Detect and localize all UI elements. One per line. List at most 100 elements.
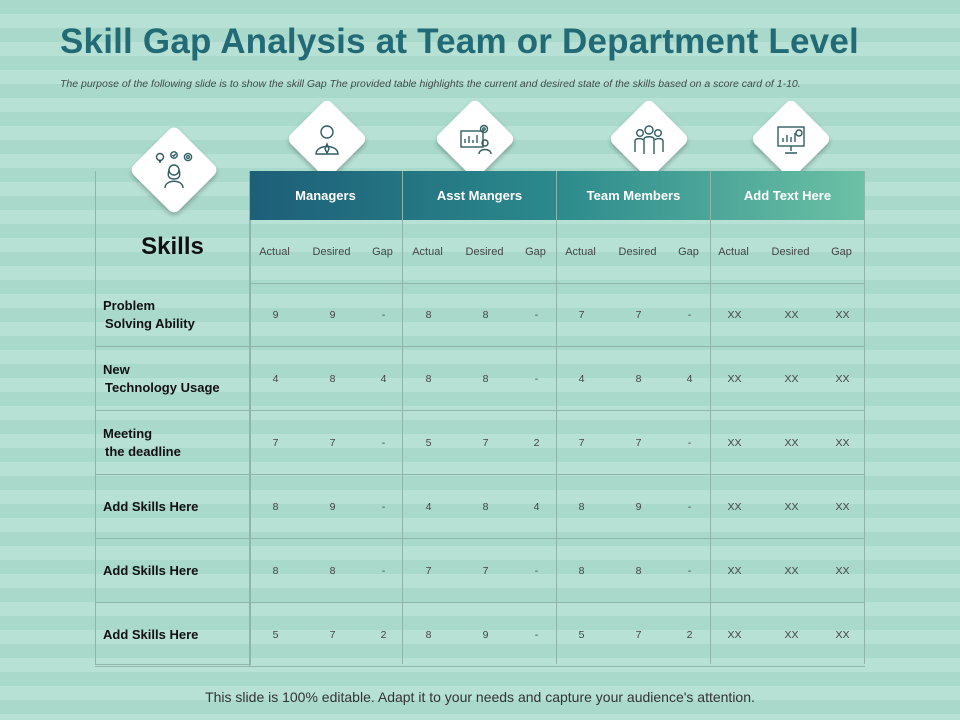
subheader-actual: Actual [565, 245, 596, 258]
skill-name: New Technology Usage [95, 347, 250, 410]
skill-name-line2: Technology Usage [105, 379, 220, 395]
subheader-gap: Gap [372, 245, 393, 258]
table-cell: 8 [635, 372, 642, 385]
table-cell: XX [784, 564, 799, 577]
group-divider [710, 171, 711, 664]
table-cell: 8 [272, 500, 279, 513]
table-cell: XX [835, 628, 850, 641]
subheader-desired: Desired [618, 245, 657, 258]
table-cell: 7 [482, 436, 489, 449]
table-row: Add Skills Here 8 9 - 4 8 4 8 9 - XX XX XX [95, 475, 865, 539]
table-cell: 4 [533, 500, 540, 513]
table-cell: - [687, 436, 692, 449]
skill-name-line1: Add Skills Here [103, 498, 199, 514]
table-cell: 5 [425, 436, 432, 449]
person-ideas-icon [155, 151, 193, 189]
subheader-actual: Actual [259, 245, 290, 258]
table-cell: 5 [578, 628, 585, 641]
skill-name: Meeting the deadline [95, 411, 250, 474]
subheader-gap: Gap [525, 245, 546, 258]
table-cell: 8 [482, 500, 489, 513]
table-cell: XX [784, 628, 799, 641]
table-cell: - [687, 500, 692, 513]
table-cell: 8 [482, 308, 489, 321]
table-cell: XX [835, 564, 850, 577]
skill-name-line1: Add Skills Here [103, 626, 199, 642]
table-cell: XX [727, 308, 742, 321]
group-divider [402, 171, 403, 664]
skill-name-line1: New [103, 361, 130, 377]
table-row: Add Skills Here 5 7 2 8 9 - 5 7 2 XX XX XX [95, 603, 865, 667]
add-text-icon-badge [749, 97, 833, 181]
table-cell: 7 [635, 308, 642, 321]
table-cell: 8 [482, 372, 489, 385]
skill-name-line1: Problem [103, 297, 156, 313]
table-cell: - [534, 372, 539, 385]
table-cell: 8 [635, 564, 642, 577]
table-cell: 9 [272, 308, 279, 321]
analytics-board-icon [777, 126, 805, 154]
table-cell: 7 [635, 628, 642, 641]
table-cell: 4 [686, 372, 693, 385]
table-row: Meeting the deadline 7 7 - 5 7 2 7 7 - XX XX XX [95, 411, 865, 475]
table-row: Problem Solving Ability 9 9 - 8 8 - 7 7 - XX XX XX [95, 283, 865, 347]
table-cell: XX [784, 500, 799, 513]
asst-managers-icon-badge [433, 97, 517, 181]
subheader-desired: Desired [465, 245, 504, 258]
presentation-icon [460, 124, 492, 155]
table-row: New Technology Usage 4 8 4 8 8 - 4 8 4 XX XX XX [95, 347, 865, 411]
skill-name-line2: Solving Ability [105, 315, 195, 331]
table-cell: - [687, 564, 692, 577]
group-header-asst-managers: Asst Mangers [403, 171, 557, 220]
table-cell: 2 [533, 436, 540, 449]
manager-icon [315, 125, 339, 155]
group-header-add-text: Add Text Here [743, 188, 832, 203]
table-cell: - [534, 564, 539, 577]
group-header-team-members: Team Members [557, 171, 711, 220]
table-cell: 9 [329, 500, 336, 513]
skill-name-line1: Meeting [103, 425, 153, 441]
table-cell: 8 [578, 564, 585, 577]
table-cell: - [534, 308, 539, 321]
skills-column [95, 171, 251, 665]
table-cell: 2 [686, 628, 693, 641]
table-cell: 7 [635, 436, 642, 449]
skill-name-line1: Add Skills Here [103, 562, 199, 578]
subheader-desired: Desired [312, 245, 351, 258]
skill-name: Add Skills Here [95, 603, 250, 666]
group-divider [556, 171, 557, 664]
table-cell: 8 [578, 500, 585, 513]
table-cell: 4 [380, 372, 387, 385]
footer-note: This slide is 100% editable. Adapt it to… [205, 689, 755, 705]
subheader-gap: Gap [831, 245, 852, 258]
table-cell: 2 [380, 628, 387, 641]
skill-name: Problem Solving Ability [95, 283, 250, 346]
table-cell: 7 [425, 564, 432, 577]
subheader-desired: Desired [771, 245, 810, 258]
table-cell: - [381, 436, 386, 449]
group-header-managers: Managers [249, 171, 403, 220]
table-cell: XX [727, 500, 742, 513]
table-cell: - [534, 628, 539, 641]
managers-icon-badge [285, 97, 369, 181]
skill-name: Add Skills Here [95, 475, 250, 538]
table-cell: 7 [329, 628, 336, 641]
table-cell: XX [727, 564, 742, 577]
table-cell: 8 [272, 564, 279, 577]
table-cell: 8 [425, 628, 432, 641]
table-cell: XX [835, 308, 850, 321]
table-cell: XX [784, 308, 799, 321]
group-divider [249, 171, 250, 664]
skills-icon-badge [128, 124, 220, 216]
table-cell: XX [727, 436, 742, 449]
table-cell: 8 [425, 308, 432, 321]
skill-name-line2: the deadline [105, 443, 181, 459]
table-cell: 5 [272, 628, 279, 641]
subheader-actual: Actual [718, 245, 749, 258]
team-icon [634, 125, 664, 154]
table-cell: XX [835, 372, 850, 385]
subheader-actual: Actual [412, 245, 443, 258]
table-cell: 4 [272, 372, 279, 385]
table-cell: 7 [578, 436, 585, 449]
table-cell: 7 [329, 436, 336, 449]
